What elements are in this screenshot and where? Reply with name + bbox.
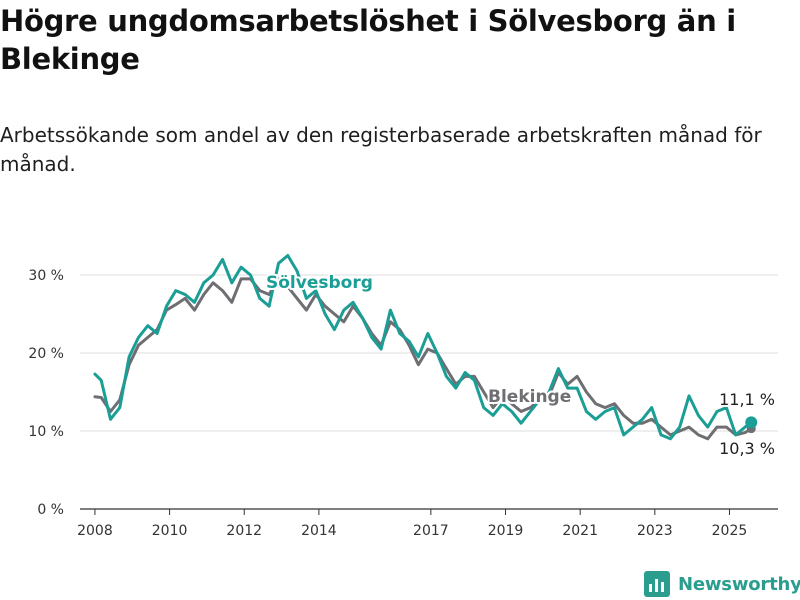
x-tick-label: 2023 [637,523,673,539]
y-tick-label: 20 % [28,346,64,362]
x-tick-label: 2014 [301,523,337,539]
brand-name: Newsworthy [678,573,800,595]
x-tick-label: 2021 [562,523,598,539]
y-tick-label: 0 % [37,502,64,518]
end-value-label-solvesborg: 11,1 % [719,390,775,409]
x-tick-label: 2017 [413,523,449,539]
chart-subtitle: Arbetssökande som andel av den registerb… [0,123,762,176]
y-tick-label: 30 % [28,268,64,284]
x-tick-label: 2012 [226,523,262,539]
x-tick-label: 2025 [712,523,748,539]
x-tick-label: 2008 [77,523,113,539]
end-value-label-blekinge: 10,3 % [719,439,775,458]
brand-logo: Newsworthy [644,569,800,599]
series-label-solvesborg: Sölvesborg [266,273,373,293]
x-tick-label: 2019 [488,523,524,539]
end-marker-solvesborg [745,416,758,429]
series-line-blekinge [93,277,753,441]
chart-title: Högre ungdomsarbetslöshet i Sölvesborg ä… [0,4,736,76]
series-line-solvesborg [93,254,753,441]
newsworthy-logo-icon [644,571,670,597]
x-tick-label: 2010 [152,523,188,539]
y-tick-label: 10 % [28,424,64,440]
series-label-blekinge: Blekinge [488,387,571,407]
